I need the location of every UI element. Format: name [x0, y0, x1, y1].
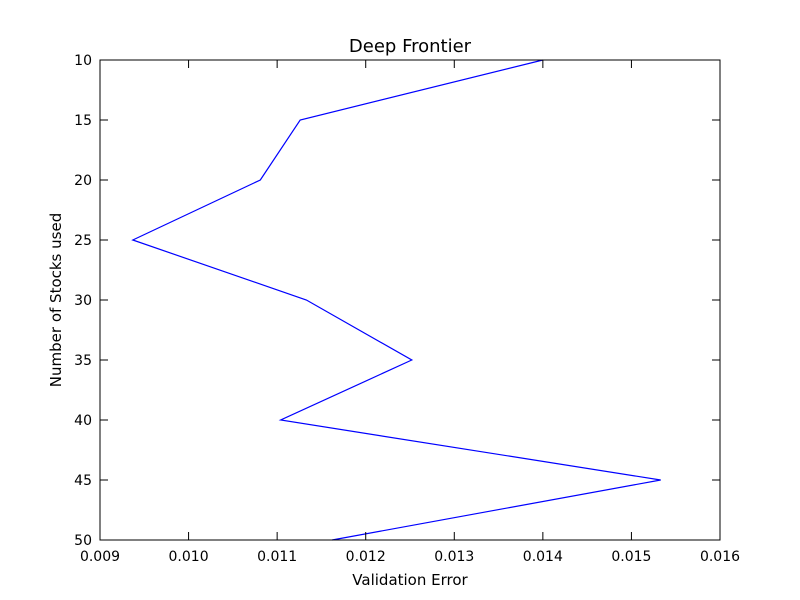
x-tick-label: 0.012 [346, 549, 386, 565]
y-axis-title: Number of Stocks used [47, 213, 65, 387]
y-tick-label: 40 [74, 413, 92, 429]
x-tick-label: 0.011 [257, 549, 297, 565]
x-tick-label: 0.013 [434, 549, 474, 565]
series-line-0 [131, 59, 661, 541]
x-tick-label: 0.015 [611, 549, 651, 565]
x-tick-label: 0.010 [169, 549, 209, 565]
y-tick-label: 35 [74, 353, 92, 369]
y-tick-label: 10 [74, 53, 92, 69]
y-tick-label: 15 [74, 113, 92, 129]
x-axis: 0.009 0.010 0.011 0.012 0.013 0.014 0.015 0.016 [80, 60, 740, 565]
plot-area [131, 59, 661, 541]
y-tick-label: 45 [74, 473, 92, 489]
x-tick-label: 0.009 [80, 549, 120, 565]
x-tick-label: 0.014 [523, 549, 563, 565]
y-axis: 10 15 20 25 30 35 40 45 50 [74, 53, 720, 549]
x-tick-label: 0.016 [700, 549, 740, 565]
y-tick-label: 25 [74, 233, 92, 249]
y-tick-label: 50 [74, 533, 92, 549]
y-tick-label: 30 [74, 293, 92, 309]
chart-title: Deep Frontier [349, 36, 472, 57]
x-axis-title: Validation Error [352, 571, 468, 589]
y-tick-label: 20 [74, 173, 92, 189]
plot-frame [99, 59, 721, 541]
